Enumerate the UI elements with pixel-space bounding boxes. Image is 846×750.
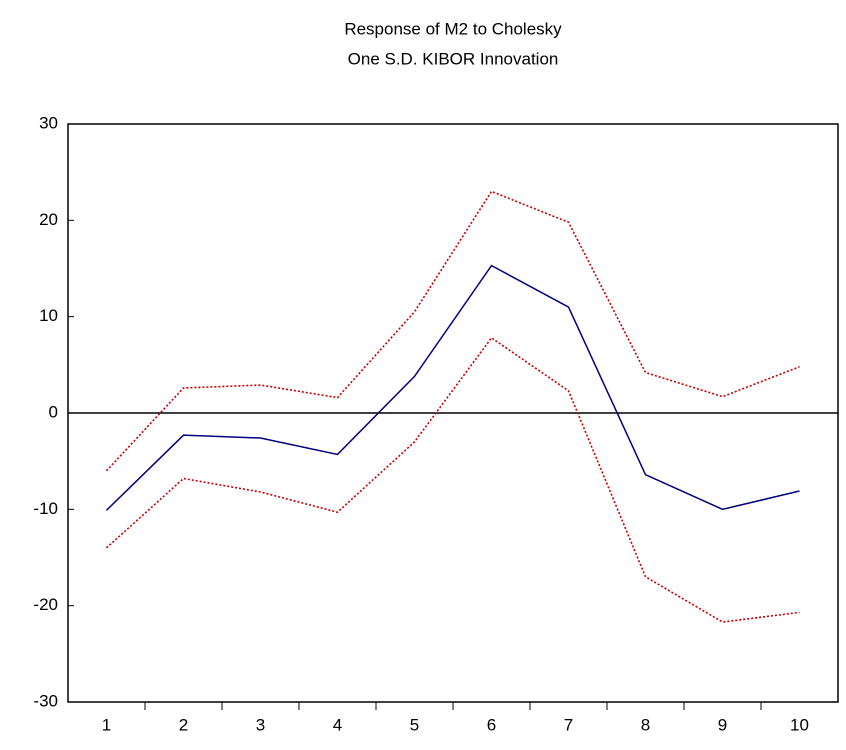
y-tick-label: 30 bbox=[39, 113, 58, 132]
y-tick-label: 20 bbox=[39, 210, 58, 229]
x-tick-label: 5 bbox=[410, 715, 419, 734]
x-tick-label: 9 bbox=[718, 715, 727, 734]
x-tick-label: 3 bbox=[256, 715, 265, 734]
x-tick-label: 7 bbox=[564, 715, 573, 734]
y-tick-label: -10 bbox=[33, 499, 58, 518]
chart-subtitle: One S.D. KIBOR Innovation bbox=[348, 49, 559, 68]
y-tick-label: -20 bbox=[33, 595, 58, 614]
x-tick-label: 1 bbox=[102, 715, 111, 734]
y-tick-label: 10 bbox=[39, 306, 58, 325]
x-tick-label: 10 bbox=[790, 715, 809, 734]
series-line bbox=[105, 336, 800, 623]
x-tick-label: 2 bbox=[179, 715, 188, 734]
x-tick-label: 6 bbox=[487, 715, 496, 734]
x-tick-label: 4 bbox=[333, 715, 342, 734]
series-line bbox=[105, 190, 800, 472]
y-tick-label: -30 bbox=[33, 691, 58, 710]
y-tick-label: 0 bbox=[49, 402, 58, 421]
series-line bbox=[105, 264, 800, 511]
x-tick-label: 8 bbox=[641, 715, 650, 734]
chart-title: Response of M2 to Cholesky bbox=[344, 19, 562, 38]
